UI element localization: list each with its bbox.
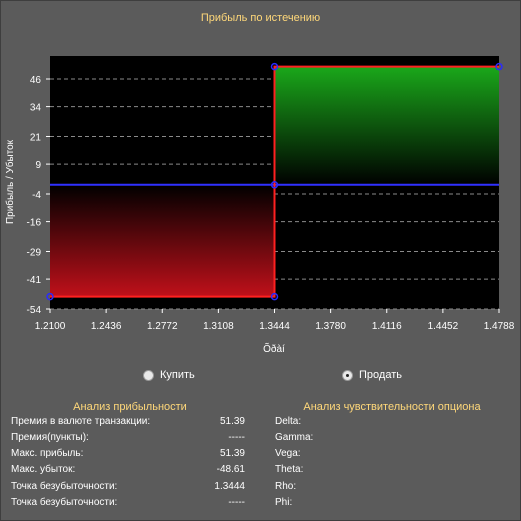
sensitivity-row: Phi: — [275, 497, 292, 508]
sell-radio-dot[interactable] — [342, 369, 353, 381]
payoff-markers — [46, 62, 503, 301]
y-tick-label: -41 — [27, 275, 42, 286]
profit-analysis-title: Анализ прибыльности — [73, 401, 187, 413]
y-tick-label: -54 — [27, 305, 42, 316]
profit-area — [274, 66, 499, 185]
x-axis-label: Õðàí — [263, 342, 285, 355]
row-label: Gamma: — [275, 432, 314, 443]
y-tick-label: 34 — [30, 103, 42, 114]
payoff-line — [50, 65, 499, 298]
y-tick-label: -29 — [27, 248, 42, 259]
row-label: Rho: — [275, 481, 297, 492]
x-tick-label: 1.3444 — [259, 321, 290, 332]
row-value: 51.39 — [219, 416, 245, 427]
x-tick-label: 1.4788 — [484, 321, 515, 332]
sensitivity-row: Rho: — [275, 481, 296, 492]
y-axis-label: Прибыль / Убыток — [4, 139, 16, 224]
buy-radio-dot[interactable] — [143, 369, 154, 381]
payoff-point — [495, 62, 503, 71]
buy-radio[interactable]: Купить — [143, 369, 195, 381]
row-label: Phi: — [275, 497, 293, 508]
sensitivity-row: Theta: — [275, 464, 303, 475]
sensitivity-analysis-title: Анализ чувствительности опциона — [303, 401, 481, 413]
row-value: -48.61 — [216, 464, 245, 475]
chart-title: Прибыль по истечению — [200, 12, 321, 24]
row-label: Макс. убыток: — [11, 464, 76, 475]
x-axis-ticks: 1.2100 1.2436 1.2772 1.3108 1.3444 1.3780 1.41… — [35, 309, 515, 332]
x-tick-label: 1.4452 — [428, 321, 459, 332]
row-value: 1.3444 — [214, 481, 245, 492]
profit-chart: 46 34 21 9 -4 -16 -29 -41 -54 1.2100 1.2436 1.2772… — [4, 56, 515, 355]
row-label: Макс. прибыль: — [11, 448, 84, 459]
loss-area — [50, 184, 275, 297]
row-label: Премия(пункты): — [11, 432, 89, 443]
sensitivity-row: Delta: — [275, 416, 301, 427]
payoff-point — [46, 292, 54, 301]
row-label: Точка безубыточности: — [11, 497, 118, 508]
y-axis-ticks: 46 34 21 9 -4 -16 -29 -41 -54 — [27, 75, 50, 316]
x-tick-label: 1.4116 — [372, 321, 402, 332]
y-tick-label: 21 — [30, 133, 42, 144]
x-tick-label: 1.2772 — [147, 321, 178, 332]
payoff-point — [270, 181, 279, 189]
row-value: ----- — [228, 497, 245, 508]
payoff-point — [270, 292, 279, 301]
x-tick-label: 1.2100 — [35, 321, 66, 332]
row-value: ----- — [228, 432, 245, 443]
row-value: 51.39 — [219, 448, 245, 459]
row-label: Delta: — [275, 416, 302, 427]
row-label: Точка безубыточности: — [11, 481, 118, 492]
y-tick-label: 9 — [35, 160, 41, 171]
row-label: Vega: — [275, 448, 301, 459]
y-tick-label: -16 — [27, 218, 42, 229]
y-tick-label: 46 — [30, 75, 42, 86]
row-label: Theta: — [275, 464, 304, 475]
x-tick-label: 1.2436 — [91, 321, 122, 332]
sensitivity-row: Vega: — [275, 448, 301, 459]
buy-radio-label: Купить — [160, 369, 195, 381]
payoff-point — [270, 62, 279, 71]
sell-radio-label: Продать — [359, 369, 402, 381]
x-tick-label: 1.3108 — [203, 321, 234, 332]
sell-radio[interactable]: Продать — [342, 369, 402, 381]
row-label: Премия в валюте транзакции: — [11, 416, 151, 427]
x-tick-label: 1.3780 — [315, 321, 346, 332]
y-tick-label: -4 — [32, 190, 41, 201]
sensitivity-row: Gamma: — [275, 432, 313, 443]
